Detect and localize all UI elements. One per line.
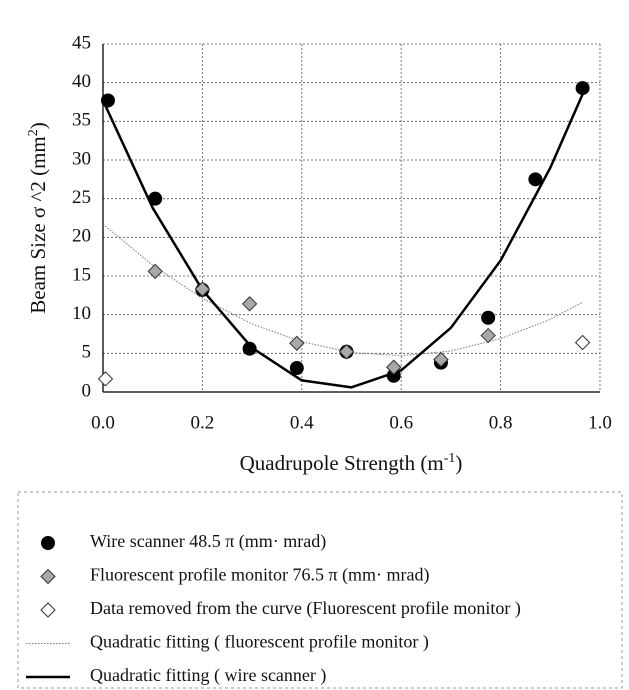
legend-label: Quadratic fitting ( fluorescent profile … <box>90 632 429 653</box>
y-label-sup: 2 <box>26 129 41 136</box>
fit-line <box>101 93 584 389</box>
point <box>194 281 211 297</box>
x-tick-label: 1.0 <box>588 412 612 433</box>
y-tick-label: 45 <box>72 32 91 53</box>
point <box>528 172 543 187</box>
legend-marker <box>40 602 56 618</box>
y-tick-label: 40 <box>72 71 91 92</box>
point <box>386 368 401 383</box>
y-axis-label: Beam Size σ ^2 (mm2) <box>26 122 50 313</box>
x-tick-label: 0.4 <box>290 412 314 433</box>
legend-marker <box>41 536 55 550</box>
x-tick-label: 0.2 <box>191 412 215 433</box>
point <box>481 310 496 325</box>
y-label-end: ) <box>26 122 50 129</box>
y-tick-label: 35 <box>72 110 91 131</box>
y-tick-label: 30 <box>72 148 91 169</box>
point <box>480 327 496 344</box>
point <box>433 351 449 368</box>
legend-marker <box>40 568 56 585</box>
x-label-end: ) <box>455 451 462 475</box>
point <box>574 334 591 351</box>
point <box>575 81 590 96</box>
y-tick-label: 0 <box>82 380 92 401</box>
point <box>148 191 163 206</box>
y-tick-label: 25 <box>72 187 91 208</box>
legend-box <box>17 491 623 689</box>
legend-label: Fluorescent profile monitor 76.5 π (mm· … <box>90 565 430 586</box>
x-label-sup: -1 <box>444 451 456 466</box>
x-tick-label: 0.0 <box>91 412 115 433</box>
y-tick-label: 5 <box>82 342 92 363</box>
point <box>241 296 258 312</box>
y-tick-label: 15 <box>72 264 91 285</box>
x-axis-label: Quadrupole Strength (m-1) <box>240 451 463 475</box>
point <box>97 371 114 387</box>
x-tick-label: 0.6 <box>389 412 413 433</box>
point <box>289 335 305 351</box>
legend-label: Quadratic fitting ( wire scanner ) <box>90 665 326 686</box>
point <box>147 263 163 280</box>
x-label-text: Quadrupole Strength (m <box>240 451 444 475</box>
point <box>242 341 257 356</box>
y-tick-label: 10 <box>72 303 91 324</box>
point <box>338 344 355 360</box>
point <box>289 361 304 376</box>
point <box>386 359 402 375</box>
point <box>100 93 115 108</box>
legend-label: Wire scanner 48.5 π (mm· mrad) <box>90 531 326 552</box>
legend-label: Data removed from the curve (Fluorescent… <box>90 598 521 619</box>
y-label-text: Beam Size σ ^2 (mm <box>26 136 50 313</box>
x-tick-label: 0.8 <box>489 412 513 433</box>
y-tick-label: 20 <box>72 226 91 247</box>
